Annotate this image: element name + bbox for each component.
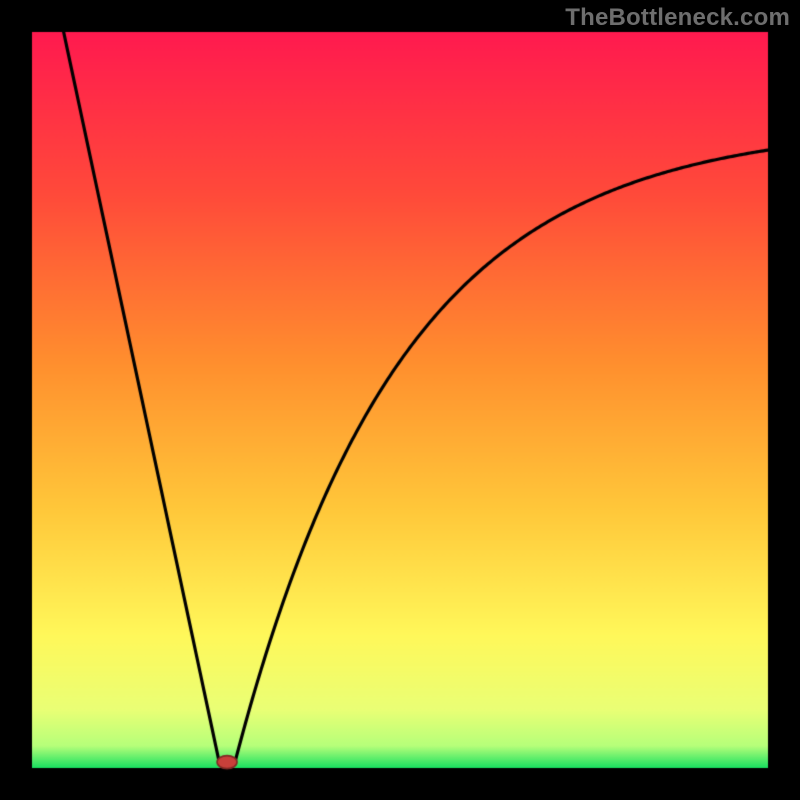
bottleneck-chart bbox=[0, 0, 800, 800]
